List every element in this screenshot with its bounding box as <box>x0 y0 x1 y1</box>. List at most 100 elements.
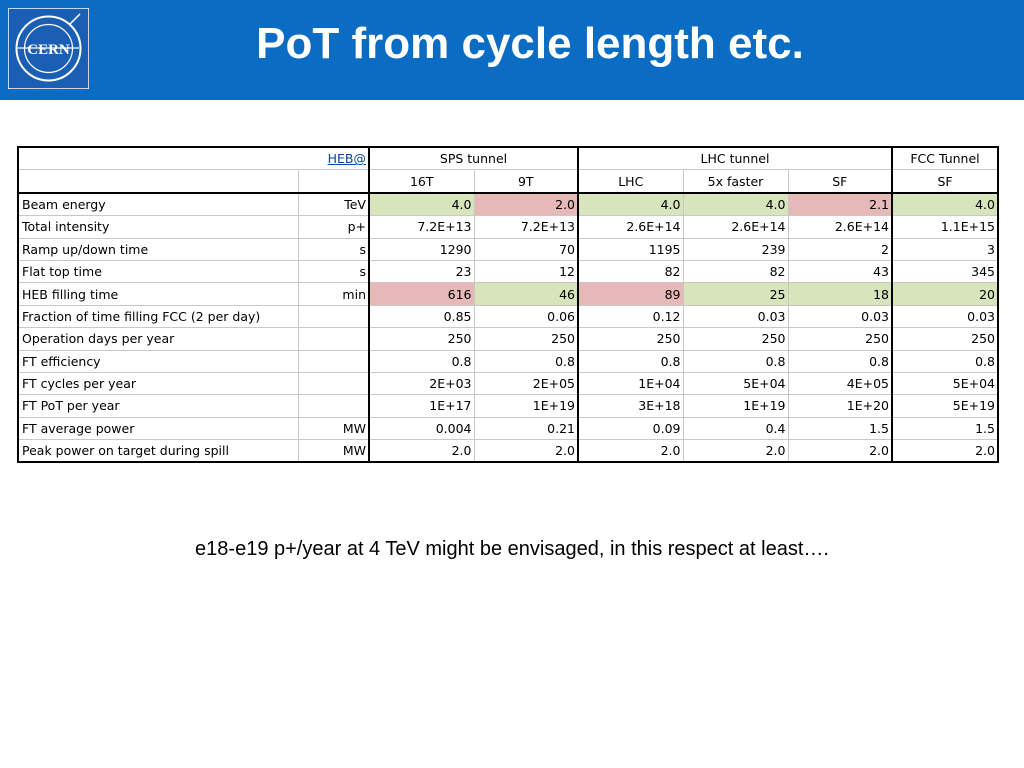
row-label: Peak power on target during spill <box>17 439 299 464</box>
table-cell: 2.0 <box>577 439 684 464</box>
table-cell: 89 <box>577 282 684 306</box>
table-cell: 2.6E+14 <box>787 215 893 239</box>
table-row: FT efficiency 0.8 0.8 0.8 0.8 0.8 0.8 <box>17 349 999 373</box>
heb-link-cell[interactable]: HEB@ <box>17 146 370 171</box>
table-row: Peak power on target during spill MW 2.0 2.… <box>17 439 999 464</box>
group-lhc-tunnel: LHC tunnel <box>577 146 893 171</box>
column-header: LHC <box>577 169 684 194</box>
row-label: Fraction of time filling FCC (2 per day) <box>17 304 299 329</box>
row-unit <box>297 371 370 396</box>
table-row: Flat top time s 23 12 82 82 43 345 <box>17 259 999 284</box>
table-cell: 2.0 <box>473 439 579 464</box>
table-cell: 345 <box>891 259 999 284</box>
table-cell: 250 <box>682 327 789 351</box>
table-cell: 2.0 <box>368 439 475 464</box>
table-cell: 1195 <box>577 237 684 261</box>
table-row: Ramp up/down time s 1290 70 1195 239 2 3 <box>17 237 999 261</box>
table-cell: 23 <box>368 259 475 284</box>
table-cell: 1E+19 <box>473 394 579 418</box>
table-row: Fraction of time filling FCC (2 per day)… <box>17 304 999 329</box>
table-cell: 7.2E+13 <box>368 215 475 239</box>
group-sps-tunnel: SPS tunnel <box>368 146 579 171</box>
row-label: Ramp up/down time <box>17 237 299 261</box>
table-cell: 0.03 <box>682 304 789 329</box>
table-body: HEB@ SPS tunnel LHC tunnel FCC Tunnel 16… <box>17 146 999 464</box>
table-cell: 0.8 <box>368 349 475 373</box>
table-cell: 0.03 <box>787 304 893 329</box>
table-cell: 1E+19 <box>682 394 789 418</box>
table-row: FT cycles per year 2E+03 2E+05 1E+04 5E+04 4E… <box>17 371 999 396</box>
table-cell: 0.03 <box>891 304 999 329</box>
table-cell: 82 <box>577 259 684 284</box>
table-cell: 12 <box>473 259 579 284</box>
table-row: Total intensity p+ 7.2E+13 7.2E+13 2.6E+14 2.… <box>17 215 999 239</box>
group-fcc-tunnel: FCC Tunnel <box>891 146 999 171</box>
table-cell: 70 <box>473 237 579 261</box>
table-cell: 3E+18 <box>577 394 684 418</box>
table-cell: 0.004 <box>368 416 475 441</box>
table-cell: 250 <box>368 327 475 351</box>
table-cell: 5E+04 <box>682 371 789 396</box>
table-cell: 5E+04 <box>891 371 999 396</box>
table-column-header-row: 16T 9T LHC 5x faster SF SF <box>17 169 999 194</box>
table-cell: 2.0 <box>682 439 789 464</box>
column-header-blank <box>297 169 370 194</box>
table-cell: 2.0 <box>473 192 579 217</box>
row-unit <box>297 394 370 418</box>
row-unit: s <box>297 237 370 261</box>
pot-table: HEB@ SPS tunnel LHC tunnel FCC Tunnel 16… <box>17 146 999 464</box>
table-cell: 4.0 <box>891 192 999 217</box>
table-cell: 1.5 <box>891 416 999 441</box>
table-cell: 1E+04 <box>577 371 684 396</box>
table-cell: 1.5 <box>787 416 893 441</box>
column-header-blank <box>17 169 299 194</box>
table-cell: 0.8 <box>577 349 684 373</box>
column-header: 5x faster <box>682 169 789 194</box>
table-row: HEB filling time min 616 46 89 25 18 20 <box>17 282 999 306</box>
table-cell: 0.06 <box>473 304 579 329</box>
table-cell: 0.8 <box>473 349 579 373</box>
row-unit: TeV <box>297 192 370 217</box>
table-cell: 4.0 <box>577 192 684 217</box>
table-cell: 4.0 <box>368 192 475 217</box>
row-unit: MW <box>297 439 370 464</box>
table-cell: 0.4 <box>682 416 789 441</box>
table-group-header-row: HEB@ SPS tunnel LHC tunnel FCC Tunnel <box>17 146 999 171</box>
table-cell: 46 <box>473 282 579 306</box>
table-cell: 1E+17 <box>368 394 475 418</box>
table-row: Operation days per year 250 250 250 250 250 25… <box>17 327 999 351</box>
table-cell: 0.8 <box>787 349 893 373</box>
table-cell: 0.12 <box>577 304 684 329</box>
table-cell: 250 <box>891 327 999 351</box>
svg-text:CERN: CERN <box>27 42 70 58</box>
table-cell: 18 <box>787 282 893 306</box>
row-unit <box>297 349 370 373</box>
row-unit: MW <box>297 416 370 441</box>
table-cell: 250 <box>473 327 579 351</box>
column-header: 16T <box>368 169 475 194</box>
footnote-text: e18-e19 p+/year at 4 TeV might be envisa… <box>195 538 829 560</box>
row-label: Operation days per year <box>17 327 299 351</box>
table-cell: 20 <box>891 282 999 306</box>
table-cell: 82 <box>682 259 789 284</box>
table-cell: 2.0 <box>891 439 999 464</box>
table-cell: 3 <box>891 237 999 261</box>
column-header: SF <box>787 169 893 194</box>
table-cell: 4E+05 <box>787 371 893 396</box>
row-label: FT efficiency <box>17 349 299 373</box>
row-label: Total intensity <box>17 215 299 239</box>
table-cell: 2.0 <box>787 439 893 464</box>
row-label: HEB filling time <box>17 282 299 306</box>
column-header: 9T <box>473 169 579 194</box>
table-cell: 0.85 <box>368 304 475 329</box>
cern-logo-icon: CERN <box>8 8 89 89</box>
row-unit <box>297 327 370 351</box>
table-cell: 2 <box>787 237 893 261</box>
table-cell: 239 <box>682 237 789 261</box>
table-row: Beam energy TeV 4.0 2.0 4.0 4.0 2.1 4.0 <box>17 192 999 217</box>
row-unit: min <box>297 282 370 306</box>
row-label: FT cycles per year <box>17 371 299 396</box>
table-cell: 2.1 <box>787 192 893 217</box>
row-label: FT average power <box>17 416 299 441</box>
heb-link[interactable]: HEB@ <box>327 151 366 167</box>
